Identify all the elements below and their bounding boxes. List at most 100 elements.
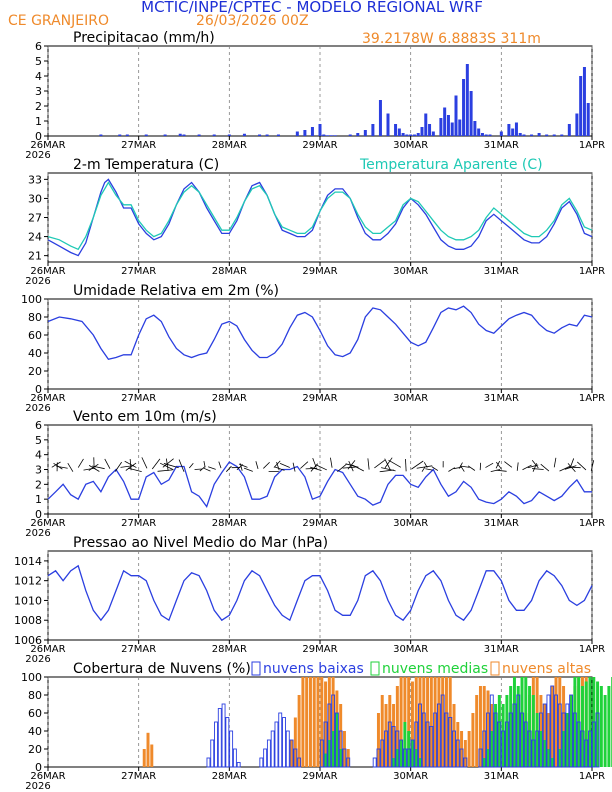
cloud-bar-nuvens-altas (422, 677, 426, 767)
cloud-bar-nuvens-baixas (278, 712, 283, 768)
cloud-bar-nuvens-baixas (334, 712, 339, 768)
legend-swatch (490, 661, 500, 676)
wind-arrow (496, 461, 502, 470)
wind-arrow (531, 460, 539, 469)
y-tick-label: 60 (28, 329, 42, 342)
cloud-bar-nuvens-medias (335, 713, 339, 767)
cloud-bar-nuvens-baixas (259, 757, 264, 768)
series-line (47, 181, 593, 251)
precip-bar (416, 133, 420, 136)
y-tick-label: 0 (35, 761, 42, 774)
cloud-bar-nuvens-medias (520, 677, 524, 767)
cloud-bar-nuvens-altas (429, 677, 433, 767)
panel-pres: 26MAR 27MAR 28MAR 29MAR 30MAR 31MAR 1APR 2026 10… (14, 535, 605, 665)
x-tick-label: 27MAR (121, 644, 156, 655)
wind-arrow (416, 465, 433, 469)
wind-arrow (522, 464, 532, 471)
x-tick-label: 26MAR (30, 393, 65, 404)
x-year-label: 2026 (25, 781, 50, 792)
precip-bar (518, 133, 522, 136)
wind-arrow (310, 466, 322, 472)
wind-arrow (460, 465, 470, 468)
cloud-bar-nuvens-altas (146, 732, 150, 767)
cloud-bar-nuvens-baixas (493, 712, 498, 768)
x-tick-label: 1APR (579, 644, 605, 655)
wind-arrow (292, 462, 296, 472)
precip-bar (125, 134, 129, 136)
y-tick-label: 1 (35, 115, 42, 128)
panel-title-secondary: Temperatura Aparente (C) (359, 157, 543, 173)
cloud-bar-nuvens-medias (414, 749, 418, 767)
precip-bar (242, 133, 246, 136)
panel-title: Pressao ao Nivel Medio do Mar (hPa) (73, 535, 328, 551)
cloud-bar-nuvens-altas (478, 686, 482, 767)
cloud-bar-nuvens-altas (441, 677, 445, 767)
wind-arrow (276, 461, 280, 471)
y-tick-label: 100 (21, 671, 42, 684)
precip-bar (197, 134, 201, 136)
cloud-bar-nuvens-medias (410, 740, 414, 767)
wind-arrow (576, 461, 587, 471)
cloud-bar-nuvens-baixas (504, 721, 509, 768)
precip-bar (575, 113, 579, 136)
precip-bar (326, 135, 330, 136)
x-tick-label: 31MAR (484, 266, 519, 277)
cloud-bar-nuvens-altas (142, 749, 146, 767)
cloud-bar-nuvens-baixas (395, 730, 400, 768)
precip-bar (420, 127, 424, 136)
precip-bar (443, 107, 447, 136)
cloud-bar-nuvens-baixas (214, 721, 218, 768)
cloud-bar-nuvens-baixas (546, 694, 551, 768)
cloud-bar-nuvens-medias (331, 731, 335, 767)
wind-arrow (425, 468, 433, 471)
cloud-bar-nuvens-baixas (372, 757, 377, 768)
x-tick-label: 31MAR (484, 140, 519, 151)
wind-arrow (540, 463, 550, 472)
y-tick-label: 4 (35, 449, 42, 462)
wind-arrow (243, 467, 253, 472)
precip-bar (412, 134, 416, 136)
y-tick-label: 80 (28, 689, 42, 702)
cloud-bar-nuvens-baixas (232, 748, 237, 768)
cloud-bar-nuvens-baixas (206, 757, 211, 768)
cloud-bar-nuvens-altas (546, 713, 550, 767)
x-tick-label: 28MAR (212, 771, 247, 782)
cloud-bar-nuvens-baixas (384, 730, 388, 768)
cloud-bar-nuvens-baixas (436, 703, 441, 768)
wind-arrow (163, 463, 179, 469)
y-tick-label: 1008 (14, 614, 42, 627)
x-tick-label: 26MAR (30, 266, 65, 277)
y-tick-label: 5 (35, 55, 42, 68)
cloud-bar-nuvens-medias (482, 758, 486, 767)
cloud-bar-nuvens-baixas (236, 762, 241, 768)
cloud-bar-nuvens-altas (475, 695, 479, 767)
precip-bar (560, 134, 564, 136)
wind-arrow (88, 463, 99, 471)
x-tick-label: 1APR (579, 771, 605, 782)
x-tick-label: 1APR (579, 393, 605, 404)
cloud-bar-nuvens-altas (320, 677, 324, 767)
cloud-bar-nuvens-altas (388, 695, 392, 767)
cloud-bar-nuvens-baixas (221, 703, 226, 768)
precip-bar (182, 134, 186, 136)
y-tick-label: 21 (28, 250, 42, 263)
wind-arrow (532, 463, 538, 472)
wind-arrow (347, 460, 356, 470)
cloud-bar-nuvens-baixas (455, 739, 460, 768)
x-tick-label: 31MAR (484, 393, 519, 404)
wind-arrow (367, 458, 370, 470)
cloud-bar-nuvens-altas (392, 704, 396, 767)
precip-bar (212, 134, 216, 136)
wind-arrow (300, 461, 309, 469)
cloud-bar-nuvens-baixas (418, 703, 422, 768)
cloud-bar-nuvens-baixas (520, 712, 524, 768)
precip-bar (579, 76, 583, 136)
cloud-bar-nuvens-altas (305, 677, 309, 767)
wind-arrow (162, 458, 174, 468)
cloud-bar-nuvens-medias (327, 740, 331, 767)
cloud-bar-nuvens-baixas (523, 721, 528, 768)
cloud-bar-nuvens-medias (486, 749, 490, 767)
x-tick-label: 26MAR (30, 518, 65, 529)
precip-bar (401, 133, 405, 136)
x-tick-label: 27MAR (121, 393, 156, 404)
